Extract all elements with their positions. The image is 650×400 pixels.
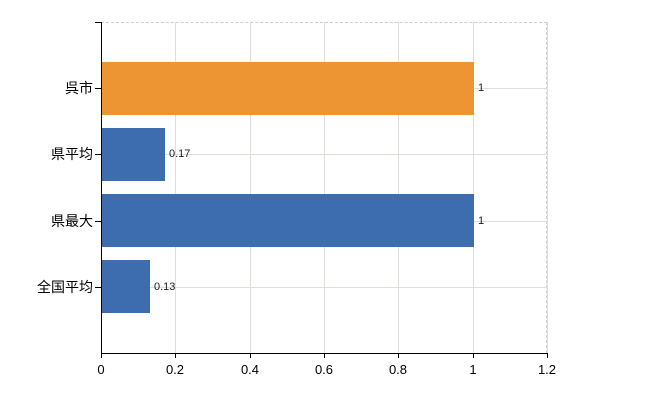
y-axis-top-tick xyxy=(95,22,101,23)
value-label: 0.17 xyxy=(169,148,191,160)
x-tick-label: 0.6 xyxy=(314,362,334,377)
value-label: 0.13 xyxy=(154,281,176,293)
value-label: 1 xyxy=(478,82,485,94)
x-tick-label: 0.8 xyxy=(388,362,408,377)
x-tick-label: 0.2 xyxy=(165,362,185,377)
x-tick-label: 0.4 xyxy=(240,362,260,377)
x-gridline xyxy=(547,22,548,353)
bar xyxy=(102,194,474,247)
y-gridline xyxy=(101,287,547,288)
x-axis-tick xyxy=(175,353,176,358)
x-axis-tick xyxy=(547,353,548,358)
x-tick-label: 1 xyxy=(469,362,477,377)
x-axis-line xyxy=(101,353,548,354)
x-gridline xyxy=(175,22,176,353)
bar xyxy=(102,128,165,181)
x-gridline xyxy=(324,22,325,353)
bar xyxy=(102,260,150,313)
x-axis-tick xyxy=(398,353,399,358)
x-axis-tick xyxy=(324,353,325,358)
x-tick-label: 0 xyxy=(97,362,105,377)
category-label: 呉市 xyxy=(65,80,93,96)
y-gridline xyxy=(101,154,547,155)
bar xyxy=(102,62,474,115)
category-label: 県最大 xyxy=(51,213,93,229)
y-axis-tick xyxy=(95,221,101,222)
x-axis-tick xyxy=(250,353,251,358)
y-axis-tick xyxy=(95,88,101,89)
y-axis-tick xyxy=(95,154,101,155)
category-label: 全国平均 xyxy=(37,279,93,295)
x-gridline xyxy=(398,22,399,353)
x-axis-tick xyxy=(101,353,102,358)
y-axis-tick xyxy=(95,287,101,288)
x-tick-label: 1.2 xyxy=(537,362,557,377)
value-label: 1 xyxy=(478,215,485,227)
x-gridline xyxy=(250,22,251,353)
x-gridline xyxy=(473,22,474,353)
x-axis-tick xyxy=(473,353,474,358)
category-label: 県平均 xyxy=(51,146,93,162)
y-axis-line xyxy=(101,22,102,354)
